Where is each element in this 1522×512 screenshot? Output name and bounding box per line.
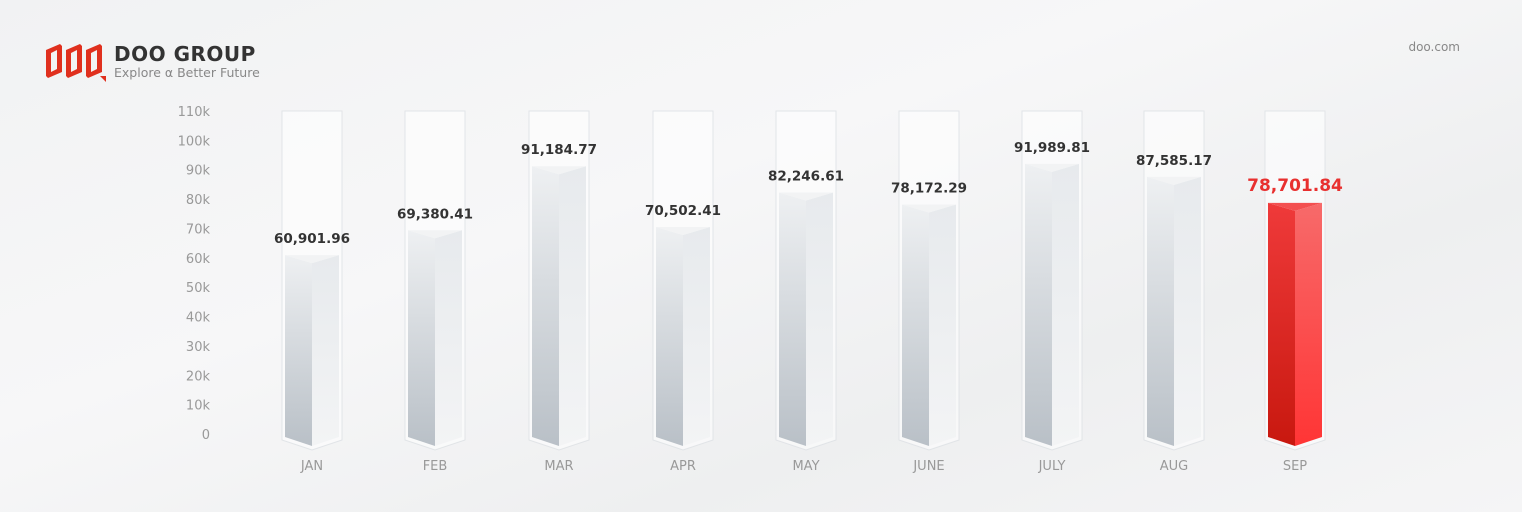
x-tick-label: FEB	[423, 459, 448, 474]
y-tick-label: 100k	[178, 134, 211, 149]
bar-group: 69,380.41 FEB	[397, 110, 473, 474]
bar-group: 87,585.17 AUG	[1136, 110, 1212, 474]
x-tick-label: APR	[670, 459, 696, 474]
bar-group: 60,901.96 JAN	[274, 110, 350, 474]
bar-right-face	[929, 204, 956, 446]
x-tick-label: JAN	[300, 459, 323, 474]
bar-right-face	[559, 166, 586, 446]
bar-left-face	[532, 166, 559, 446]
bar-top-face	[902, 204, 956, 213]
bar-right-face	[683, 226, 710, 446]
bar-top-face	[1268, 202, 1322, 211]
y-tick-label: 70k	[186, 222, 211, 237]
data-label: 69,380.41	[397, 206, 473, 222]
bar-left-face	[779, 192, 806, 446]
bar-left-face	[656, 226, 683, 446]
bar-group: 78,172.29 JUNE	[891, 110, 967, 474]
bar-left-face	[902, 204, 929, 446]
y-tick-label: 110k	[178, 105, 211, 120]
x-tick-label: SEP	[1283, 459, 1307, 474]
x-tick-label: MAY	[792, 459, 819, 474]
bar-right-face	[1174, 176, 1201, 446]
data-label: 78,172.29	[891, 180, 967, 196]
bar-group: 78,701.84 SEP	[1247, 110, 1343, 474]
y-tick-label: 30k	[186, 340, 211, 355]
x-tick-label: AUG	[1160, 459, 1188, 474]
doo-logo-icon	[46, 44, 106, 82]
y-tick-label: 20k	[186, 369, 211, 384]
website-link[interactable]: doo.com	[1408, 40, 1460, 54]
bar-group: 82,246.61 MAY	[768, 110, 844, 474]
bar-top-face	[532, 166, 586, 175]
bar-right-face	[1295, 202, 1322, 446]
y-tick-label: 40k	[186, 311, 211, 326]
data-label: 82,246.61	[768, 168, 844, 184]
y-tick-label: 90k	[186, 164, 211, 179]
data-label: 91,989.81	[1014, 140, 1090, 156]
bar-top-face	[285, 255, 339, 264]
x-tick-label: JULY	[1038, 459, 1066, 474]
brand-tagline: Explore α Better Future	[114, 65, 260, 80]
bar-left-face	[408, 230, 435, 446]
brand-name: DOO GROUP	[114, 42, 256, 66]
bar-left-face	[1147, 176, 1174, 446]
bar-top-face	[408, 230, 462, 239]
bar-left-face	[1025, 163, 1052, 446]
data-label: 78,701.84	[1247, 176, 1343, 196]
y-tick-label: 0	[202, 428, 210, 443]
bar-right-face	[1052, 163, 1079, 446]
x-tick-label: MAR	[544, 459, 573, 474]
y-tick-label: 50k	[186, 281, 211, 296]
y-tick-label: 60k	[186, 252, 211, 267]
bar-group: 91,184.77 MAR	[521, 110, 597, 474]
logo: DOO GROUP Explore α Better Future	[44, 42, 260, 82]
data-label: 91,184.77	[521, 142, 597, 158]
bar-right-face	[312, 255, 339, 446]
bar-right-face	[806, 192, 833, 446]
y-tick-label: 80k	[186, 193, 211, 208]
bar-right-face	[435, 230, 462, 446]
data-label: 60,901.96	[274, 231, 350, 247]
data-label: 70,502.41	[645, 203, 721, 219]
bar-group: 91,989.81 JULY	[1014, 110, 1090, 474]
bar-left-face	[285, 255, 312, 446]
bar-top-face	[1025, 163, 1079, 172]
bar-top-face	[656, 226, 710, 235]
bar-group: 70,502.41 APR	[645, 110, 721, 474]
x-tick-label: JUNE	[912, 459, 944, 474]
bar-top-face	[779, 192, 833, 201]
data-label: 87,585.17	[1136, 153, 1212, 169]
y-tick-label: 10k	[186, 399, 211, 414]
bar-left-face	[1268, 202, 1295, 446]
bar-top-face	[1147, 176, 1201, 185]
